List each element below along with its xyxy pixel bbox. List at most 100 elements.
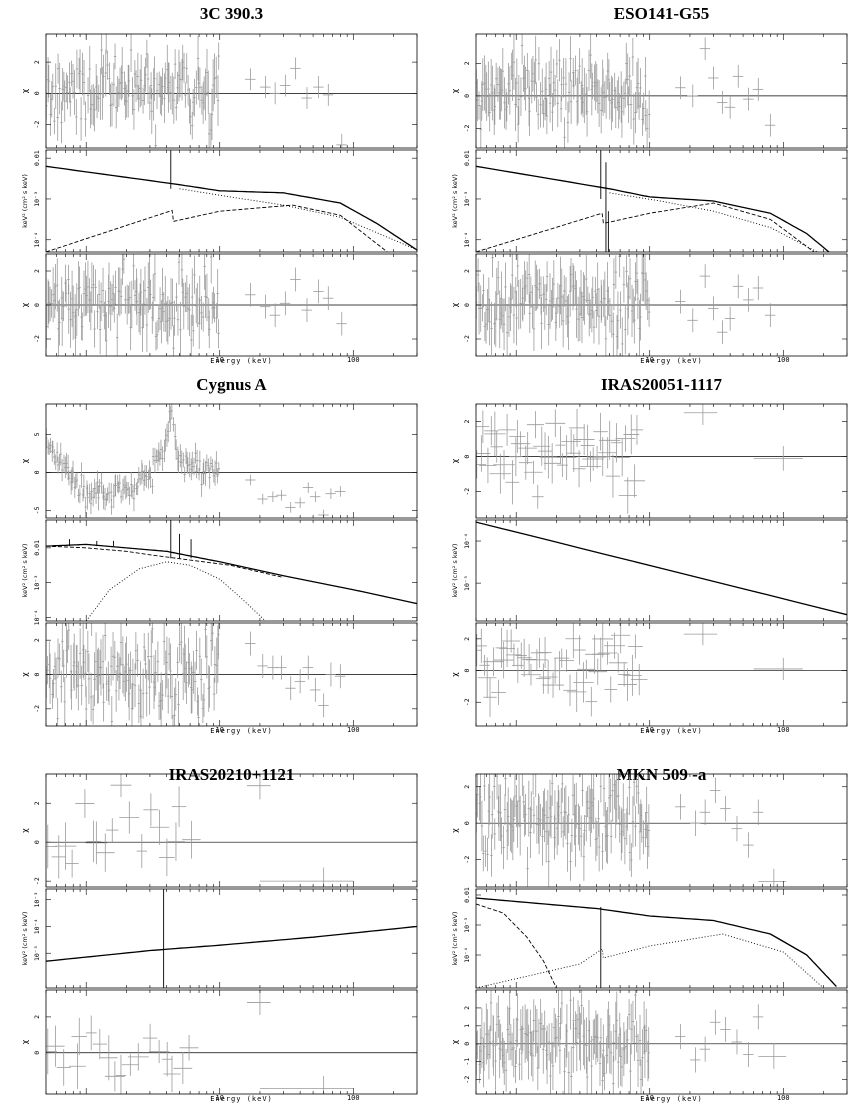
- panel-frame: [475, 622, 848, 727]
- plot-area: [476, 404, 847, 514]
- y-axis-label: keV² (cm² s keV): [21, 544, 29, 598]
- y-axis-label: χ: [21, 828, 30, 833]
- x-tick-label: 10: [216, 356, 224, 364]
- y-tick-label: 2: [463, 61, 471, 65]
- y-tick-label: -2: [33, 705, 41, 713]
- chart-title: 3C 390.3: [200, 4, 263, 23]
- chart-title: IRAS20051-1117: [601, 375, 722, 394]
- y-axis-label: keV² (cm² s keV): [451, 544, 459, 598]
- plot-area: [476, 897, 837, 988]
- plot-area: [46, 889, 417, 988]
- plot-area: [46, 254, 417, 356]
- y-tick-label: 1: [463, 1024, 471, 1028]
- x-tick-label: 10: [646, 356, 654, 364]
- x-tick-label: 100: [347, 1094, 360, 1102]
- y-tick-label: 5: [33, 432, 41, 436]
- y-axis-label: keV² (cm² s keV): [21, 912, 29, 966]
- panel-model: 0.01 10⁻³ 10⁻⁴ keV² (cm² s keV): [451, 149, 848, 253]
- y-tick-label: -2: [463, 856, 471, 864]
- y-tick-label: 0.01: [33, 150, 41, 166]
- y-axis-label: χ: [21, 1039, 30, 1044]
- model-curve: [46, 165, 417, 251]
- x-tick-label: 100: [777, 356, 790, 364]
- panel-residual: 2 0 -2 χ: [451, 33, 848, 149]
- panel-residual: 2 0 -2 χ 10 100 Energy (keV): [21, 253, 418, 365]
- y-tick-label: -2: [463, 1076, 471, 1084]
- y-tick-label: -2: [33, 335, 41, 343]
- y-tick-label: 0: [33, 840, 41, 844]
- y-tick-label: 0: [33, 1051, 41, 1055]
- panel-frame: [475, 403, 848, 519]
- chart-0: 3C 390.3 2 0 -2 χ 0.01 10⁻³ 10⁻⁴ keV² (cm² s keV…: [21, 4, 418, 365]
- panel-frame: [45, 519, 418, 622]
- y-tick-label: 2: [33, 801, 41, 805]
- y-tick-label: 0.01: [463, 150, 471, 166]
- panel-residual: 2 0 -2 χ 10 100 Energy (keV): [451, 253, 848, 365]
- y-tick-label: 2: [463, 785, 471, 789]
- y-axis-label: χ: [451, 828, 460, 833]
- plot-area: [476, 521, 847, 616]
- y-tick-label: -5: [33, 506, 41, 514]
- y-tick-label: 10⁻³: [33, 575, 41, 591]
- y-tick-label: 2: [33, 60, 41, 64]
- plot-area: [46, 774, 417, 887]
- x-tick-label: 100: [347, 726, 360, 734]
- y-tick-label: 10⁻⁴: [33, 919, 41, 935]
- y-axis-label: keV² (cm² s keV): [451, 912, 459, 966]
- chart-title: Cygnus A: [196, 375, 267, 394]
- x-axis-label: Energy (keV): [210, 727, 273, 735]
- y-tick-label: 10⁻⁴: [463, 533, 471, 549]
- y-tick-label: 2: [463, 419, 471, 423]
- panel-frame: [45, 403, 418, 519]
- x-axis-label: Energy (keV): [640, 1095, 703, 1103]
- model-curve: [476, 897, 837, 987]
- y-tick-label: -2: [463, 488, 471, 496]
- y-tick-label: 2: [33, 1015, 41, 1019]
- panel-frame: [475, 519, 848, 622]
- panel-model: 0.01 10⁻³ 10⁻⁴ keV² (cm² s keV): [21, 149, 418, 253]
- panel-frame: [475, 888, 848, 989]
- x-axis-label: Energy (keV): [210, 1095, 273, 1103]
- model-curve: [46, 545, 284, 578]
- chart-title: MKN 509 -a: [617, 765, 707, 784]
- y-tick-label: 0: [33, 470, 41, 474]
- chart-2: Cygnus A 5 0 -5 χ 0.01 10⁻³ 10⁻⁴ keV² (cm² s keV…: [21, 375, 418, 735]
- x-axis-label: Energy (keV): [210, 357, 273, 365]
- x-axis-label: Energy (keV): [640, 357, 703, 365]
- y-tick-label: -2: [33, 877, 41, 885]
- y-tick-label: 10⁻³: [463, 191, 471, 207]
- y-axis-label: χ: [451, 88, 460, 93]
- y-axis-label: χ: [21, 88, 30, 93]
- panel-frame: [475, 33, 848, 149]
- y-tick-label: 2: [463, 269, 471, 273]
- panel-model: 10⁻⁴ 10⁻⁵ keV² (cm² s keV): [451, 519, 848, 622]
- y-tick-label: 0.01: [33, 540, 41, 556]
- chart-3: IRAS20051-1117 2 0 -2 χ 10⁻⁴ 10⁻⁵ keV² (cm² s k…: [451, 375, 848, 735]
- panel-residual: 2 0 -2 χ: [451, 403, 848, 519]
- model-curve: [85, 561, 266, 621]
- model-curve: [46, 543, 417, 605]
- x-tick-label: 100: [777, 1094, 790, 1102]
- panel-residual: 2 0 -2 χ 10 100 Energy (keV): [21, 622, 418, 735]
- plot-area: [46, 623, 417, 726]
- y-tick-label: 10⁻⁴: [463, 232, 471, 248]
- panel-frame: [475, 773, 848, 888]
- plot-area: [46, 34, 417, 148]
- x-tick-label: 100: [777, 726, 790, 734]
- y-axis-label: χ: [451, 458, 460, 463]
- plot-area: [46, 150, 417, 252]
- chart-4: IRAS20210+1121 2 0 -2 χ 10⁻³ 10⁻⁴ 10⁻⁵ keV² (cm²…: [21, 765, 418, 1103]
- panel-frame: [45, 33, 418, 149]
- y-tick-label: -2: [463, 124, 471, 132]
- plot-area: [476, 34, 847, 148]
- y-tick-label: 0: [33, 303, 41, 307]
- y-tick-label: 10⁻⁵: [33, 945, 41, 961]
- y-tick-label: 2: [463, 1006, 471, 1010]
- x-tick-label: 10: [216, 1094, 224, 1102]
- model-curve: [609, 192, 818, 252]
- panel-frame: [45, 773, 418, 888]
- model-curve: [476, 933, 824, 988]
- y-tick-label: 0: [463, 303, 471, 307]
- y-tick-label: 10⁻⁵: [463, 575, 471, 591]
